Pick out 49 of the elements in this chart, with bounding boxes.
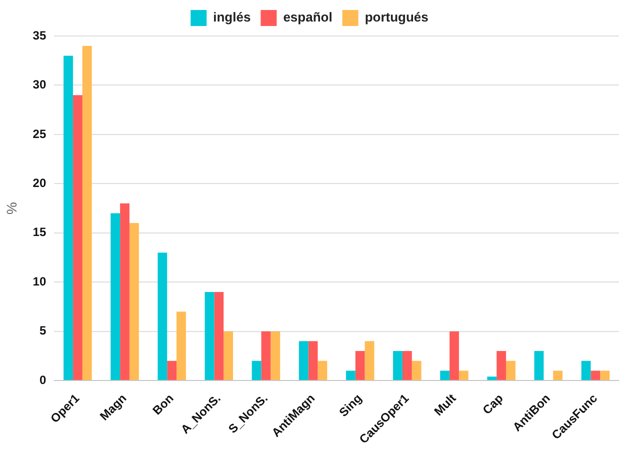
bar <box>204 292 214 380</box>
y-tick-label: 20 <box>32 176 46 190</box>
bar <box>600 370 610 380</box>
x-tick-label: Bon <box>150 391 176 418</box>
bar <box>412 360 422 380</box>
bar <box>298 341 308 380</box>
y-tick-label: 25 <box>32 126 46 141</box>
bar <box>167 360 177 380</box>
legend-label: inglés <box>213 10 251 25</box>
bar <box>450 331 459 380</box>
bar <box>581 360 591 380</box>
bar <box>214 292 224 380</box>
bar <box>110 213 120 380</box>
bar <box>534 351 544 380</box>
bar <box>261 331 271 380</box>
bar <box>120 203 130 380</box>
y-tick-label: 35 <box>32 28 46 42</box>
x-tick-label: Cap <box>480 391 506 418</box>
bar <box>402 351 412 380</box>
bar <box>393 351 402 380</box>
bar <box>590 370 600 380</box>
bar <box>224 331 234 380</box>
bar <box>129 223 139 380</box>
y-tick-label: 10 <box>32 274 46 288</box>
bar <box>496 351 506 380</box>
y-tick-label: 30 <box>32 78 46 92</box>
y-tick-label: 15 <box>32 225 46 240</box>
legend-label: español <box>283 10 332 25</box>
bar <box>487 376 497 380</box>
bar <box>72 95 82 380</box>
bar <box>252 360 262 380</box>
bar <box>82 46 92 380</box>
bar <box>318 360 328 380</box>
bar <box>176 312 186 380</box>
bar <box>355 351 365 380</box>
y-tick-label: 5 <box>39 324 46 338</box>
bar <box>364 341 374 380</box>
legend-label: portugués <box>364 10 428 25</box>
bar <box>308 341 318 380</box>
y-tick-label: 0 <box>39 372 46 387</box>
bar <box>270 331 280 380</box>
bar <box>553 370 563 380</box>
bar <box>158 252 168 380</box>
bar <box>458 370 468 380</box>
bar <box>440 370 450 380</box>
bar <box>506 360 516 380</box>
bar <box>64 56 73 380</box>
y-axis-title: % <box>3 202 20 214</box>
bar <box>346 370 356 380</box>
